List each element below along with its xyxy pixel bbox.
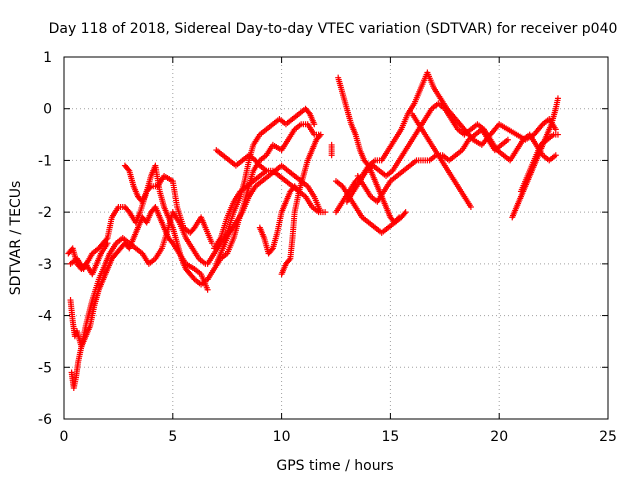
series-arc-3 — [68, 209, 209, 391]
y-axis-label: SDTVAR / TECUs — [8, 181, 24, 296]
data-point — [263, 167, 270, 174]
x-tick-label: 0 — [60, 429, 69, 445]
y-tick-label: -5 — [38, 360, 52, 376]
data-point — [401, 210, 408, 217]
data-point — [322, 209, 329, 216]
data-point — [504, 136, 511, 143]
data-point — [190, 225, 197, 232]
data-point — [317, 131, 324, 138]
y-tick-label: -6 — [38, 412, 52, 428]
y-tick-label: -4 — [38, 309, 52, 325]
series-arc-8 — [213, 162, 329, 267]
grid-lines — [64, 57, 608, 419]
data-point — [311, 121, 318, 128]
data-point — [554, 95, 561, 102]
data-point — [268, 246, 275, 253]
data-point — [103, 236, 110, 243]
series-arc-18 — [354, 126, 511, 205]
plot-frame — [63, 56, 609, 420]
series-arc-11 — [256, 183, 303, 257]
series-arc-6 — [204, 121, 322, 283]
data-point — [104, 240, 111, 247]
series-arc-13 — [328, 141, 335, 159]
y-tick-label: 0 — [43, 102, 52, 118]
y-tick-labels: -6 -5 -4 -3 -2 -1 0 1 — [38, 50, 52, 428]
x-tick-label: 20 — [490, 429, 508, 445]
axis-ticks — [63, 56, 609, 420]
data-point — [315, 209, 322, 216]
chart-title: Day 118 of 2018, Sidereal Day-to-day VTE… — [49, 21, 618, 37]
series-arc-19 — [409, 110, 474, 210]
x-tick-labels: 0 5 10 15 20 25 — [60, 429, 617, 445]
series-arc-21 — [517, 131, 561, 195]
series-arc-5 — [121, 162, 211, 288]
data-point — [286, 256, 293, 263]
y-tick-label: -2 — [38, 205, 52, 221]
series-arc-4 — [65, 240, 111, 278]
data-point — [554, 131, 561, 138]
data-point — [305, 109, 312, 116]
data-point — [125, 207, 132, 214]
data-point — [328, 152, 335, 159]
x-tick-label: 10 — [273, 429, 291, 445]
y-tick-label: 1 — [43, 50, 52, 66]
x-tick-label: 5 — [168, 429, 177, 445]
series-arc-2 — [67, 203, 211, 350]
x-tick-label: 15 — [381, 429, 399, 445]
data-point — [402, 209, 409, 216]
data-point — [316, 132, 323, 139]
series-arc-12 — [278, 131, 324, 278]
data-point — [168, 238, 175, 245]
series-arc-15 — [333, 178, 409, 236]
x-axis-label: GPS time / hours — [276, 458, 393, 474]
x-tick-label: 25 — [599, 429, 617, 445]
y-tick-label: -3 — [38, 257, 52, 273]
data-point — [125, 166, 132, 173]
data-point — [208, 240, 215, 247]
y-tick-label: -1 — [38, 153, 52, 169]
series-arc-14 — [335, 74, 403, 226]
data-point — [552, 126, 559, 133]
data-marks — [65, 69, 561, 391]
data-point — [204, 286, 211, 293]
series-arc-10 — [213, 147, 270, 174]
data-point — [467, 203, 474, 210]
data-point — [552, 152, 559, 159]
